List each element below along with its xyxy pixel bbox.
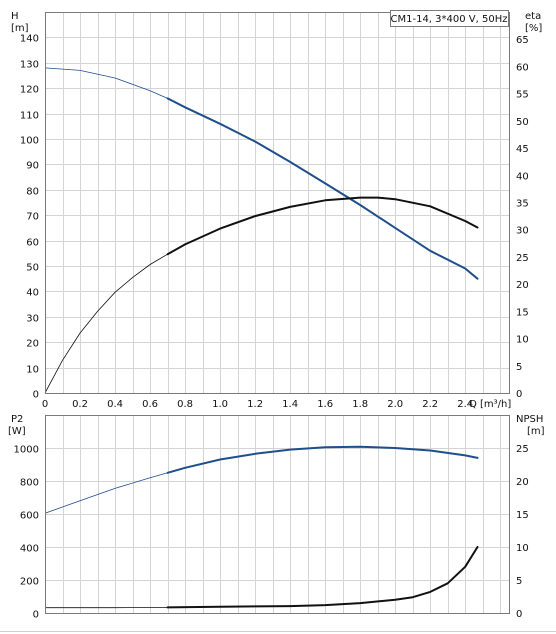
y-tick-label-left: 60 <box>26 238 39 249</box>
x-tick-label: 1.0 <box>212 399 228 410</box>
x-tick-label: 0 <box>42 399 48 410</box>
y-tick-label-left: 20 <box>26 339 39 350</box>
x-tick-label: 0.6 <box>142 399 158 410</box>
y-tick-label-right: 60 <box>516 62 529 73</box>
y-tick-label-left: 40 <box>26 288 39 299</box>
y-tick-label-left: 140 <box>20 34 39 45</box>
y-axis-title-left: P2 <box>11 414 23 425</box>
x-tick-label: 1.4 <box>282 399 298 410</box>
y-tick-label-right: 65 <box>516 35 529 46</box>
y-tick-label-left: 0 <box>33 610 39 621</box>
x-tick-label: 0.2 <box>72 399 88 410</box>
y-tick-label-right: 5 <box>516 576 522 587</box>
x-axis-title: Q <box>469 399 477 410</box>
x-tick-label: 2.0 <box>387 399 403 410</box>
y-tick-label-left: 50 <box>26 263 39 274</box>
x-tick-label: 1.6 <box>317 399 333 410</box>
y-tick-label-right: 30 <box>516 226 529 237</box>
series-line <box>166 196 479 256</box>
y-tick-label-left: 400 <box>20 544 39 555</box>
y-axis-unit-left: [W] <box>8 426 26 437</box>
y-axis-unit-right: [%] <box>525 23 542 34</box>
y-tick-label-right: 50 <box>516 117 529 128</box>
y-tick-label-left: 90 <box>26 161 39 172</box>
y-tick-label-right: 5 <box>516 362 522 373</box>
legend-box <box>390 10 509 27</box>
y-tick-label-right: 0 <box>516 609 522 620</box>
y-tick-label-left: 100 <box>20 136 39 147</box>
y-tick-label-right: 45 <box>516 144 529 155</box>
y-axis-title-left: H <box>11 11 19 22</box>
x-axis-unit: [m³/h] <box>480 399 511 410</box>
y-axis-unit-left: [m] <box>11 23 29 34</box>
y-tick-label-right: 20 <box>516 477 529 488</box>
x-tick-label: 2.2 <box>422 399 438 410</box>
y-tick-label-left: 10 <box>26 365 39 376</box>
y-axis-title-right: NPSH <box>516 414 543 425</box>
y-tick-label-left: 200 <box>20 577 39 588</box>
x-tick-label: 2.4 <box>457 399 473 410</box>
plot-frame <box>45 12 510 394</box>
y-tick-label-right: 55 <box>516 90 529 101</box>
y-tick-label-right: 20 <box>516 280 529 291</box>
y-tick-label-left: 120 <box>20 85 39 96</box>
y-tick-label-left: 30 <box>26 314 39 325</box>
x-tick-label: 1.8 <box>352 399 368 410</box>
legend-label: CM1-14, 3*400 V, 50Hz <box>391 14 508 25</box>
series-line-thin <box>44 67 168 99</box>
plot-frame <box>45 415 510 614</box>
x-tick-label: 0.8 <box>177 399 193 410</box>
y-axis-title-right: eta <box>525 11 541 22</box>
y-tick-label-left: 1000 <box>14 445 39 456</box>
y-tick-label-right: 10 <box>516 335 529 346</box>
y-tick-label-right: 40 <box>516 171 529 182</box>
y-tick-label-right: 0 <box>516 389 522 400</box>
y-tick-label-left: 0 <box>33 390 39 401</box>
y-tick-label-left: 130 <box>20 60 39 71</box>
y-tick-label-right: 35 <box>516 199 529 210</box>
x-tick-label: 0.4 <box>107 399 123 410</box>
y-tick-label-left: 800 <box>20 478 39 489</box>
y-tick-label-right: 10 <box>516 543 529 554</box>
series-line <box>166 445 479 474</box>
series-line <box>166 97 479 280</box>
y-tick-label-left: 600 <box>20 511 39 522</box>
y-tick-label-right: 25 <box>516 444 529 455</box>
y-tick-label-left: 80 <box>26 187 39 198</box>
y-tick-label-left: 70 <box>26 212 39 223</box>
series-line-thin <box>44 253 168 394</box>
series-line <box>166 546 479 609</box>
y-axis-unit-right: [m] <box>527 426 545 437</box>
y-tick-label-right: 15 <box>516 510 529 521</box>
y-tick-label-right: 25 <box>516 253 529 264</box>
y-tick-label-right: 15 <box>516 307 529 318</box>
series-line-thin <box>44 472 168 514</box>
y-tick-label-left: 110 <box>20 111 39 122</box>
x-tick-label: 1.2 <box>247 399 263 410</box>
